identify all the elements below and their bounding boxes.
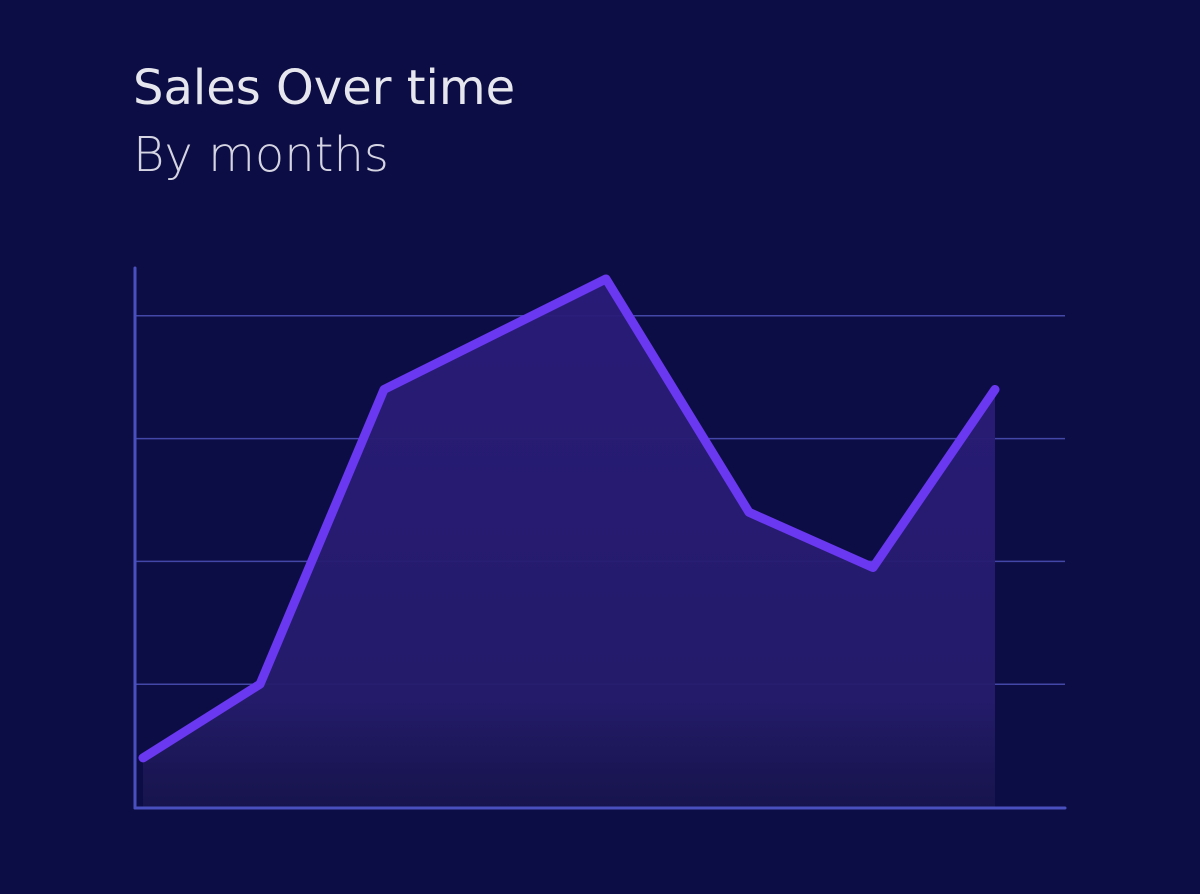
chart-title: Sales Over time <box>133 60 516 116</box>
axes <box>133 266 1067 810</box>
area-series <box>143 278 995 808</box>
area-fill <box>143 278 995 808</box>
line-series <box>138 274 1000 763</box>
chart-subtitle: By months <box>133 127 389 183</box>
